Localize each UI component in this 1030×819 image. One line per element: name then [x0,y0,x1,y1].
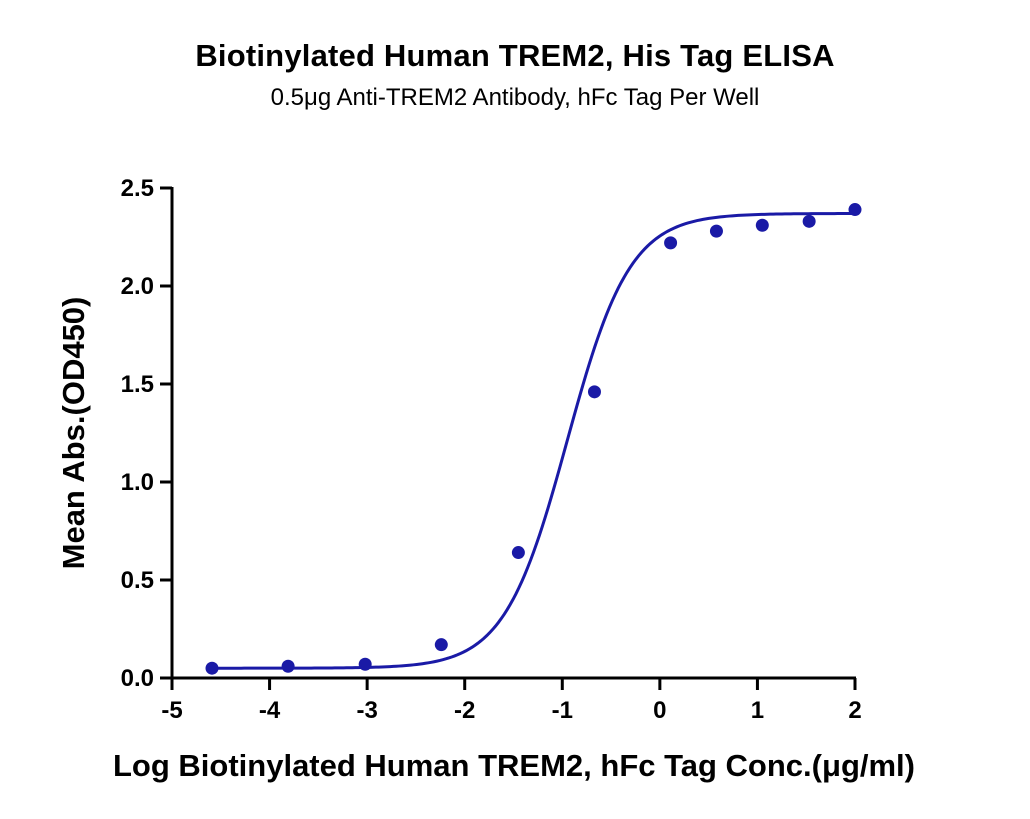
fit-curve-layer [212,212,855,670]
y-tick-label: 0.0 [121,665,154,692]
fit-curve [212,212,855,670]
data-point [587,385,601,399]
y-tick-label: 2.5 [121,175,154,202]
x-tick-label: -1 [552,697,573,724]
y-axis-title: Mean Abs.(OD450) [56,297,91,570]
x-tick-label: -3 [356,697,377,724]
data-point [709,224,723,238]
data-point [205,661,219,675]
y-tick-label: 0.5 [121,567,154,594]
data-point [281,659,295,673]
chart-subtitle: 0.5μg Anti-TREM2 Antibody, hFc Tag Per W… [270,84,760,111]
data-point [511,546,525,560]
data-point [802,214,816,228]
data-point [848,203,862,217]
x-tick-label: 2 [848,697,861,724]
x-tick-label: 1 [751,697,764,724]
y-tick-label: 1.0 [121,469,154,496]
x-tick-label: -4 [259,697,281,724]
data-point [664,236,678,250]
data-points-layer [205,203,862,675]
data-point [434,638,448,652]
axes: -5 -4 -3 -2 -1 0 1 2 0.0 0.5 1.0 1.5 2.0 2.5 [121,175,862,724]
data-point [755,218,769,232]
x-tick-label: -5 [161,697,182,724]
y-tick-label: 2.0 [121,273,154,300]
chart-title: Biotinylated Human TREM2, His Tag ELISA [195,38,835,73]
data-point [358,657,372,671]
y-tick-label: 1.5 [121,371,154,398]
x-axis-title: Log Biotinylated Human TREM2, hFc Tag Co… [113,748,915,783]
x-tick-label: -2 [454,697,475,724]
x-tick-label: 0 [653,697,666,724]
